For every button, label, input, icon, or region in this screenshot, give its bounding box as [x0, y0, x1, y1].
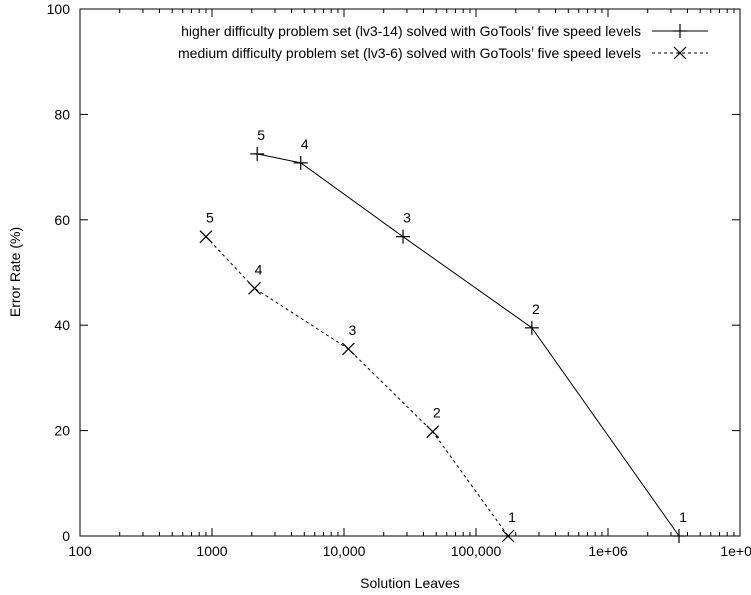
series-layer: 5 4 3 2 1 5 4 3 2 1	[199, 127, 687, 543]
y-tick-label: 80	[54, 106, 70, 122]
point-label: 1	[679, 509, 687, 525]
series-1-point	[671, 529, 686, 543]
y-tick-label: 0	[62, 528, 70, 544]
y-tick-label: 60	[54, 212, 70, 228]
legend-swatch-marker	[673, 24, 687, 38]
legend-swatch-marker	[673, 46, 687, 60]
x-tick-label: 10,000	[323, 543, 366, 559]
series-1-point	[250, 146, 265, 161]
x-axis-label: Solution Leaves	[360, 575, 460, 591]
x-axis-ticks: 100 1000 10,000 100,000 1e+06 1e+07	[68, 9, 751, 559]
point-label: 4	[301, 136, 309, 152]
series-2-point	[341, 342, 355, 356]
point-label: 5	[206, 210, 214, 226]
series-1-point	[524, 320, 539, 335]
series-2-point	[199, 230, 213, 244]
point-label: 5	[257, 127, 265, 143]
y-axis-label: Error Rate (%)	[7, 227, 23, 317]
point-label: 1	[508, 509, 516, 525]
series-line-2	[205, 236, 509, 537]
series-2-point	[426, 425, 440, 439]
legend-entry-label: higher difficulty problem set (lv3-14) s…	[181, 23, 641, 39]
point-label: 3	[349, 322, 357, 338]
point-label: 2	[433, 405, 441, 421]
x-tick-label: 100	[68, 543, 92, 559]
series-2-point	[248, 281, 261, 295]
x-tick-label: 1e+07	[720, 543, 751, 559]
y-tick-label: 40	[54, 317, 70, 333]
series-1-point	[396, 229, 411, 244]
x-tick-label: 1e+06	[588, 543, 628, 559]
point-label: 2	[532, 301, 540, 317]
x-tick-label: 1000	[196, 543, 227, 559]
series-2-point	[501, 529, 515, 543]
y-tick-label: 100	[47, 1, 71, 17]
point-label: 3	[403, 210, 411, 226]
y-axis-ticks: 0 20 40 60 80 100	[47, 1, 740, 544]
series-line-1	[257, 153, 680, 537]
y-tick-label: 20	[54, 423, 70, 439]
series-1-point	[293, 155, 308, 170]
point-label: 4	[255, 261, 263, 277]
legend: higher difficulty problem set (lv3-14) s…	[178, 23, 708, 61]
legend-entry-label: medium difficulty problem set (lv3-6) so…	[178, 45, 641, 61]
plot-frame	[79, 8, 741, 537]
x-tick-label: 100,000	[451, 543, 502, 559]
